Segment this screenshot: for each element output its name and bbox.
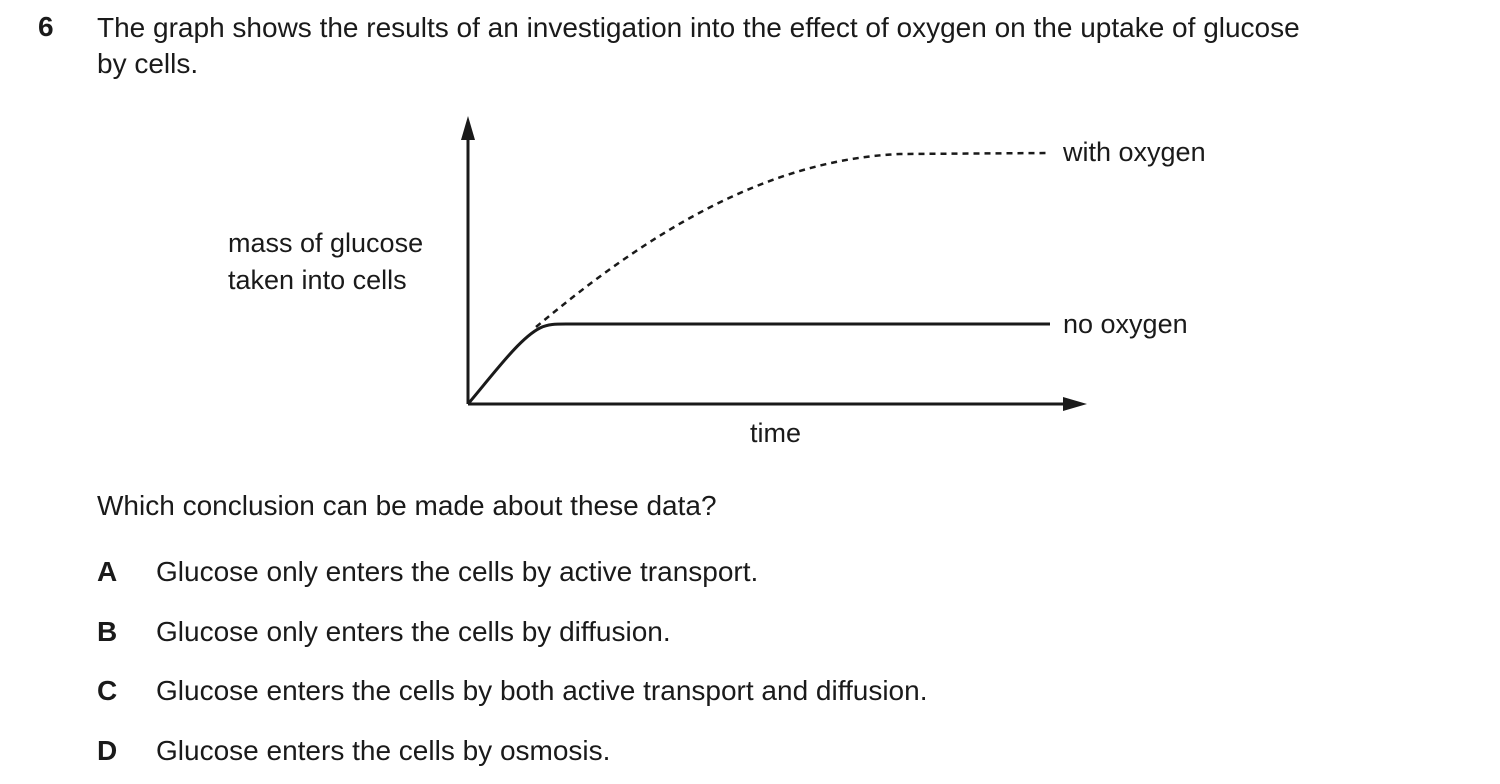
option-c[interactable]: C Glucose enters the cells by both active… — [97, 673, 927, 709]
series-label-with-oxygen: with oxygen — [1062, 137, 1206, 167]
option-text: Glucose only enters the cells by active … — [156, 556, 759, 587]
y-axis-label-line-1: mass of glucose — [228, 228, 423, 258]
question-stem-line-1: The graph shows the results of an invest… — [97, 12, 1300, 43]
option-text: Glucose only enters the cells by diffusi… — [156, 616, 671, 647]
glucose-uptake-graph: mass of glucose taken into cells time wi… — [228, 116, 1206, 448]
x-axis-label: time — [750, 418, 801, 448]
option-text: Glucose enters the cells by osmosis. — [156, 735, 611, 766]
question-prompt: Which conclusion can be made about these… — [97, 490, 717, 521]
series-line-with-oxygen — [535, 151, 1051, 328]
option-b[interactable]: B Glucose only enters the cells by diffus… — [97, 614, 671, 650]
y-axis-arrowhead — [461, 116, 475, 140]
y-axis-label-line-2: taken into cells — [228, 265, 407, 295]
question-number: 6 — [38, 11, 54, 42]
option-letter: D — [97, 735, 118, 766]
option-letter: B — [97, 616, 118, 647]
option-d[interactable]: D Glucose enters the cells by osmosis. — [97, 733, 610, 769]
question-stem: The graph shows the results of an invest… — [97, 10, 1477, 82]
x-axis-arrowhead — [1063, 397, 1087, 411]
option-letter: A — [97, 556, 118, 587]
option-a[interactable]: A Glucose only enters the cells by active… — [97, 554, 758, 590]
option-letter: C — [97, 675, 118, 706]
series-line-no-oxygen — [466, 322, 1050, 405]
series-label-no-oxygen: no oxygen — [1063, 309, 1188, 339]
question-stem-line-2: by cells. — [97, 48, 199, 79]
option-text: Glucose enters the cells by both active … — [156, 675, 928, 706]
